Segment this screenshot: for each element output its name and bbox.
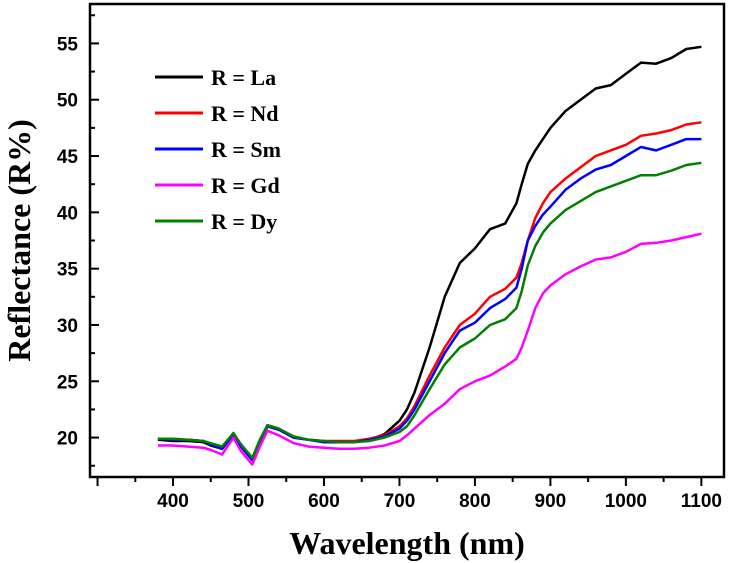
legend-label: R = Gd (211, 173, 280, 198)
x-tick-label: 600 (308, 491, 340, 512)
y-tick-label: 20 (57, 429, 78, 450)
x-tick-label: 400 (157, 491, 189, 512)
x-tick-label: 800 (459, 491, 491, 512)
legend-label: R = Sm (211, 137, 281, 162)
x-axis-ticks: 400 500 600 700 800 900 1000 1100 (96, 477, 722, 512)
series-line-rgd (157, 232, 702, 466)
y-tick-label: 30 (57, 316, 78, 337)
series-line-rdy (157, 161, 702, 460)
x-tick-label: 700 (384, 491, 416, 512)
legend: R = La R = Nd R = Sm R = Gd R = Dy (155, 65, 281, 234)
x-axis-title: Wavelength (nm) (289, 525, 525, 561)
plot-frame (88, 2, 726, 479)
x-tick-label: 1000 (605, 491, 647, 512)
legend-label: R = Dy (211, 209, 277, 234)
x-tick-label: 500 (233, 491, 265, 512)
y-axis-title: Reflectance (R%) (1, 119, 37, 362)
series-lines (157, 45, 702, 466)
legend-label: R = La (211, 65, 276, 90)
y-tick-label: 55 (57, 34, 79, 55)
y-tick-label: 45 (57, 147, 79, 168)
y-tick-label: 40 (57, 203, 78, 224)
y-tick-label: 25 (57, 372, 79, 393)
series-line-rsm (157, 137, 702, 462)
x-tick-label: 1100 (681, 491, 722, 512)
y-axis-ticks: 20 25 30 35 40 45 50 55 (57, 14, 99, 467)
legend-label: R = Nd (211, 101, 279, 126)
y-tick-label: 50 (57, 91, 78, 112)
x-tick-label: 900 (535, 491, 567, 512)
y-tick-label: 35 (57, 260, 79, 281)
